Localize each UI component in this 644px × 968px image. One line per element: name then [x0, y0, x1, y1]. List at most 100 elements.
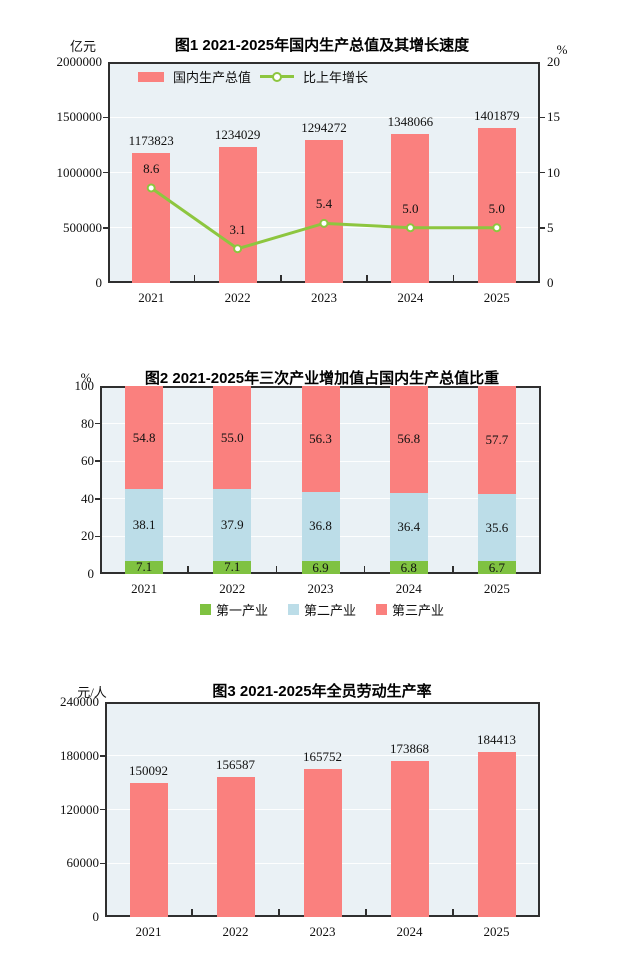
gdp-bar-value-label: 1348066: [387, 114, 434, 130]
growth-point-marker: [319, 218, 329, 228]
y-axis-tick-label: 240000: [60, 694, 99, 709]
segment-value-label: 37.9: [220, 517, 244, 533]
x-axis-tick-mark: [275, 566, 278, 572]
y-axis-tick-label: 15: [547, 109, 560, 125]
y-axis-tick-label: 0: [92, 909, 100, 924]
y-axis-tick-mark: [95, 460, 100, 462]
segment-value-label: 56.3: [309, 430, 332, 446]
stacked-segment: [301, 561, 340, 574]
gdp-legend-label: 国内生产总值: [173, 70, 252, 85]
productivity-bar: [303, 768, 342, 917]
y-axis-tick-label: 0: [87, 566, 95, 581]
y-axis-tick-mark: [95, 535, 100, 538]
secondary-industry-legend-item: 第二产业: [287, 600, 356, 619]
productivity-bar: [129, 782, 168, 917]
growth-value-label: 5.0: [488, 200, 505, 216]
x-axis-category-label: 2024: [396, 924, 423, 939]
x-axis-category-label: 2021: [135, 924, 162, 939]
segment-value-label: 55.0: [220, 429, 244, 445]
growth-legend-marker-icon: [272, 71, 283, 82]
x-axis-tick-mark: [452, 275, 455, 281]
tertiary-industry-label: 第三产业: [392, 603, 445, 618]
x-axis-tick-mark: [365, 909, 367, 915]
secondary-industry-label: 第二产业: [303, 603, 356, 618]
x-axis-category-label: 2024: [397, 290, 424, 305]
segment-value-label: 6.7: [488, 559, 506, 575]
x-axis-category-label: 2023: [307, 581, 334, 596]
gdp-bar: [391, 134, 430, 283]
y-axis-tick-label: 180000: [60, 747, 99, 763]
chart3-left-axis-unit: 元/人: [77, 685, 107, 700]
y-axis-tick-mark: [100, 755, 105, 757]
stacked-segment: [477, 561, 516, 574]
segment-value-label: 57.7: [485, 432, 509, 448]
growth-rate-line: [146, 183, 502, 254]
primary-industry-label: 第一产业: [215, 603, 268, 618]
productivity-bar-value-label: 150092: [129, 762, 168, 778]
gridline: [107, 755, 538, 757]
x-axis-category-label: 2025: [483, 924, 510, 939]
y-axis-tick-mark: [95, 498, 100, 500]
gdp-bar-value-label: 1401879: [474, 108, 520, 124]
y-axis-tick-label: 60: [81, 453, 94, 469]
y-axis-tick-mark: [103, 171, 108, 174]
growth-point-marker: [405, 223, 415, 233]
x-axis-category-label: 2022: [219, 581, 246, 596]
stacked-segment: [125, 560, 164, 574]
x-axis-category-label: 2024: [395, 581, 422, 596]
gdp-bar: [218, 146, 257, 283]
growth-point-marker: [146, 183, 156, 193]
y-axis-tick-label: 120000: [60, 801, 99, 817]
primary-industry-legend-item: 第一产业: [199, 600, 268, 619]
x-axis-tick-mark: [187, 566, 189, 572]
stacked-segment: [125, 386, 164, 490]
productivity-bar-value-label: 165752: [303, 748, 342, 764]
x-axis-tick-mark: [280, 275, 282, 281]
y-axis-tick-label: 60000: [66, 855, 100, 871]
segment-value-label: 38.1: [132, 516, 156, 532]
y-axis-tick-mark: [540, 116, 545, 118]
productivity-bar: [390, 761, 429, 917]
secondary-industry-swatch: [287, 604, 299, 615]
x-axis-tick-mark: [452, 566, 454, 572]
y-axis-tick-label: 2000000: [56, 54, 103, 69]
x-axis-tick-mark: [191, 909, 193, 915]
y-axis-tick-label: 5: [547, 219, 554, 235]
segment-value-label: 35.6: [485, 519, 509, 535]
gdp-bar: [132, 153, 171, 283]
chart2-left-axis-unit: %: [80, 370, 92, 385]
segment-value-label: 6.8: [400, 559, 417, 575]
growth-value-label: 8.6: [143, 160, 160, 176]
y-axis-tick-label: 40: [81, 490, 94, 506]
productivity-bar: [477, 751, 516, 917]
stacked-segment: [213, 560, 252, 574]
x-axis-category-label: 2025: [483, 581, 510, 596]
x-axis-tick-mark: [193, 275, 196, 281]
growth-legend-line-icon: [260, 71, 295, 82]
y-axis-tick-label: 1000000: [56, 164, 103, 180]
y-axis-tick-label: 500000: [63, 219, 102, 235]
growth-point-marker: [233, 244, 243, 254]
y-axis-tick-mark: [95, 422, 100, 425]
stacked-segment: [477, 494, 516, 562]
gridline: [110, 116, 538, 118]
chart1-right-axis-unit: %: [556, 42, 568, 57]
segment-value-label: 36.8: [309, 518, 332, 534]
y-axis-tick-label: 80: [81, 415, 94, 431]
growth-value-label: 5.0: [402, 200, 419, 216]
segment-value-label: 36.4: [397, 519, 421, 534]
growth-point-marker: [492, 223, 502, 233]
y-axis-tick-label: 1500000: [56, 109, 103, 125]
x-axis-category-label: 2025: [483, 290, 510, 305]
gdp-bar: [305, 139, 343, 283]
y-axis-tick-label: 0: [95, 275, 103, 290]
x-axis-category-label: 2021: [131, 581, 158, 596]
y-axis-tick-mark: [540, 227, 545, 229]
productivity-bar: [216, 776, 255, 917]
gdp-legend-swatch: [138, 71, 164, 82]
tertiary-industry-legend-item: 第三产业: [376, 600, 444, 619]
x-axis-category-label: 2022: [222, 924, 249, 939]
